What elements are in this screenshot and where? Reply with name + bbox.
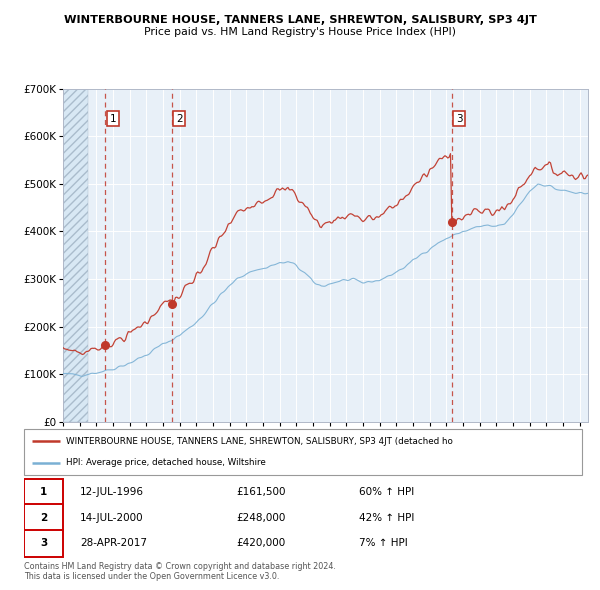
Text: This data is licensed under the Open Government Licence v3.0.: This data is licensed under the Open Gov… (24, 572, 280, 581)
Text: 1: 1 (40, 487, 47, 497)
Text: £161,500: £161,500 (236, 487, 286, 497)
Text: 12-JUL-1996: 12-JUL-1996 (80, 487, 144, 497)
Text: WINTERBOURNE HOUSE, TANNERS LANE, SHREWTON, SALISBURY, SP3 4JT (detached ho: WINTERBOURNE HOUSE, TANNERS LANE, SHREWT… (66, 437, 453, 446)
Text: 28-APR-2017: 28-APR-2017 (80, 538, 147, 548)
Text: WINTERBOURNE HOUSE, TANNERS LANE, SHREWTON, SALISBURY, SP3 4JT: WINTERBOURNE HOUSE, TANNERS LANE, SHREWT… (64, 15, 536, 25)
FancyBboxPatch shape (24, 530, 63, 557)
Text: 14-JUL-2000: 14-JUL-2000 (80, 513, 143, 523)
Text: 42% ↑ HPI: 42% ↑ HPI (359, 513, 414, 523)
Text: £420,000: £420,000 (236, 538, 285, 548)
FancyBboxPatch shape (24, 478, 63, 506)
FancyBboxPatch shape (24, 429, 582, 475)
FancyBboxPatch shape (24, 504, 63, 531)
Text: 7% ↑ HPI: 7% ↑ HPI (359, 538, 407, 548)
Text: £248,000: £248,000 (236, 513, 286, 523)
Text: 2: 2 (40, 513, 47, 523)
Text: 1: 1 (109, 113, 116, 123)
Text: 60% ↑ HPI: 60% ↑ HPI (359, 487, 414, 497)
Text: Price paid vs. HM Land Registry's House Price Index (HPI): Price paid vs. HM Land Registry's House … (144, 27, 456, 37)
Text: 3: 3 (40, 538, 47, 548)
Text: Contains HM Land Registry data © Crown copyright and database right 2024.: Contains HM Land Registry data © Crown c… (24, 562, 336, 571)
Text: 3: 3 (456, 113, 463, 123)
Text: HPI: Average price, detached house, Wiltshire: HPI: Average price, detached house, Wilt… (66, 458, 266, 467)
Text: 2: 2 (176, 113, 182, 123)
